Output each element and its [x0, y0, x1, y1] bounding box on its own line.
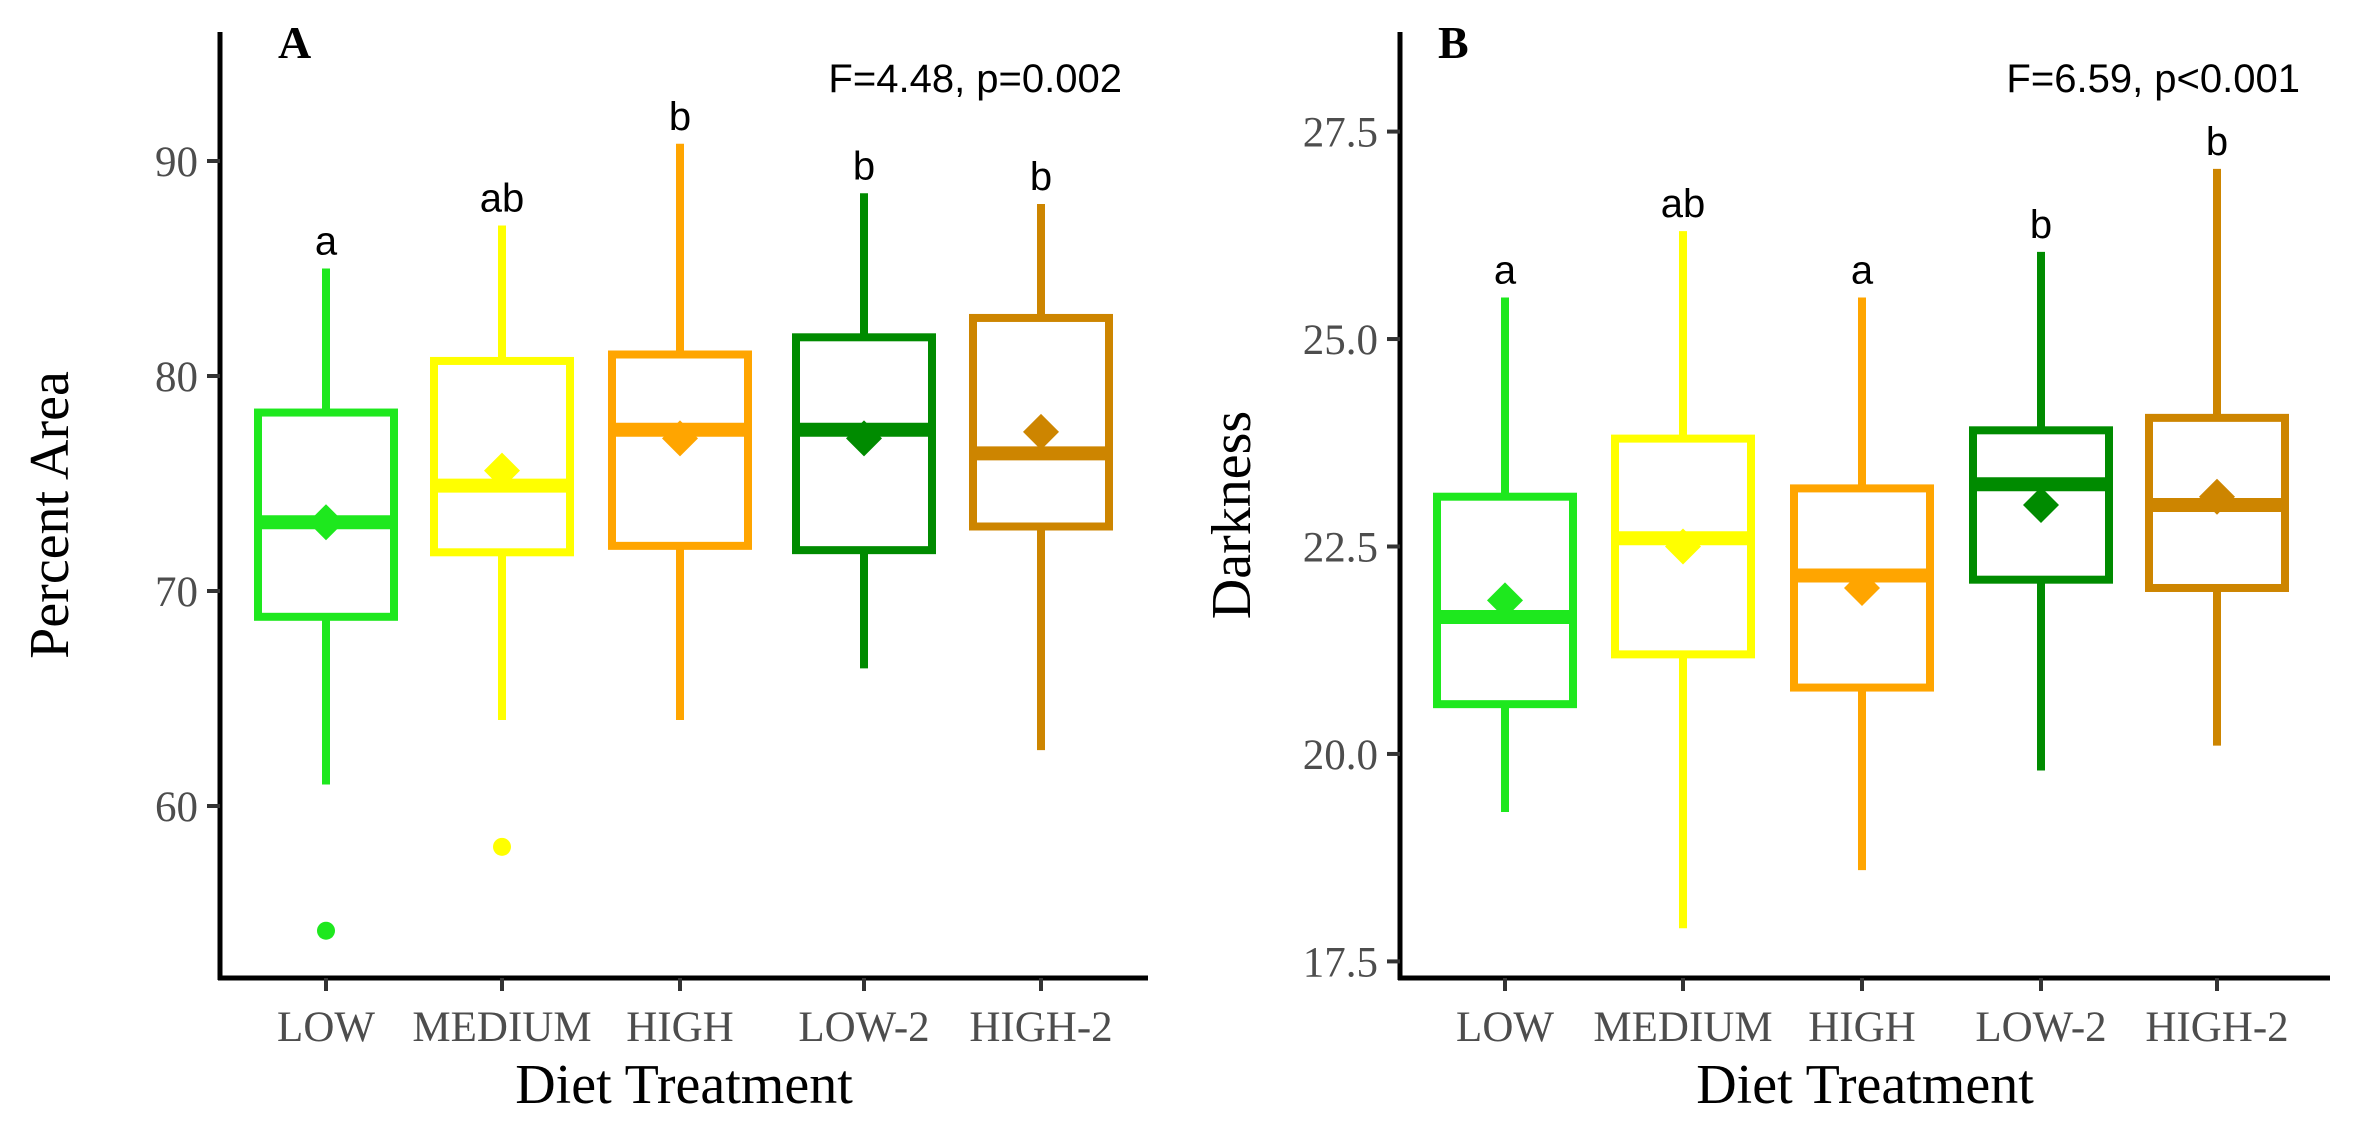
panel-label: A [278, 17, 311, 68]
outlier-point [493, 837, 511, 856]
x-tick-label: HIGH [1808, 1004, 1915, 1051]
y-tick-label: 70 [155, 569, 198, 616]
box-low: a [1433, 249, 1577, 813]
x-axis-title: Diet Treatment [1696, 1054, 2034, 1116]
mean-diamond [1487, 582, 1523, 619]
mean-diamond [1665, 528, 1701, 565]
iqr-box [254, 408, 398, 621]
x-tick-label: LOW [1456, 1004, 1554, 1051]
significance-letter: ab [480, 177, 525, 221]
y-axis-title: Darkness [1201, 411, 1263, 619]
box-low-2: b [1969, 203, 2113, 771]
y-tick-label: 60 [155, 784, 198, 831]
iqr-box [608, 350, 752, 550]
y-tick-label: 25.0 [1303, 317, 1378, 364]
mean-diamond [2023, 487, 2059, 523]
iqr-box [1433, 492, 1577, 709]
mean-diamond [1023, 413, 1059, 450]
y-tick-label: 20.0 [1303, 732, 1378, 779]
significance-letter: b [1030, 155, 1052, 199]
box-high: a [1790, 249, 1934, 871]
iqr-box [1969, 426, 2113, 584]
significance-letter: b [2206, 120, 2228, 164]
panel-label: B [1438, 17, 1469, 68]
y-tick-label: 80 [155, 354, 198, 401]
anova-annotation: F=4.48, p=0.002 [828, 57, 1122, 101]
box-low-2: b [792, 144, 936, 669]
x-tick-label: MEDIUM [412, 1004, 591, 1051]
y-tick-label: 17.5 [1303, 939, 1378, 986]
significance-letter: b [2030, 203, 2052, 247]
box-high-2: b [2145, 120, 2289, 746]
panel-b: 17.5 20.0 22.5 25.0 27.5 LOW MEDIUM HIGH LOW-2 HI… [1201, 17, 2330, 1116]
panel-a: 60 70 80 90 LOW MEDIUM HIGH LOW-2 HIGH-2 a ab b b b A F… [19, 17, 1148, 1116]
x-tick-label: LOW-2 [798, 1004, 929, 1051]
y-tick-label: 90 [155, 139, 198, 186]
iqr-box [969, 313, 1113, 531]
x-tick-label: HIGH-2 [2145, 1004, 2288, 1051]
box-high-2: b [969, 155, 1113, 751]
significance-letter: b [669, 95, 691, 139]
x-tick-label: LOW [277, 1004, 375, 1051]
mean-diamond [2199, 478, 2235, 515]
iqr-box [792, 333, 936, 555]
significance-letter: b [853, 144, 875, 188]
box-high: b [608, 95, 752, 720]
y-tick-label: 22.5 [1303, 524, 1378, 571]
iqr-box [430, 356, 574, 557]
box-medium: ab [430, 177, 574, 856]
iqr-box [1790, 484, 1934, 692]
box-low: a [254, 220, 398, 940]
x-tick-label: HIGH-2 [969, 1004, 1112, 1051]
significance-letter: a [1851, 249, 1874, 293]
mean-diamond [484, 452, 520, 489]
significance-letter: a [315, 220, 338, 264]
anova-annotation: F=6.59, p<0.001 [2006, 57, 2300, 101]
iqr-box [1611, 434, 1755, 659]
x-axis-title: Diet Treatment [515, 1054, 853, 1116]
outlier-point [317, 921, 335, 940]
significance-letter: ab [1661, 182, 1706, 226]
x-tick-label: LOW-2 [1975, 1004, 2106, 1051]
x-tick-label: HIGH [626, 1004, 733, 1051]
y-tick-label: 27.5 [1303, 110, 1378, 157]
y-axis-title: Percent Area [19, 371, 81, 659]
box-medium: ab [1611, 182, 1755, 929]
mean-diamond [308, 504, 344, 541]
mean-diamond [846, 420, 882, 457]
significance-letter: a [1494, 249, 1517, 293]
mean-diamond [1844, 569, 1880, 606]
x-tick-label: MEDIUM [1593, 1004, 1772, 1051]
mean-diamond [662, 420, 698, 457]
